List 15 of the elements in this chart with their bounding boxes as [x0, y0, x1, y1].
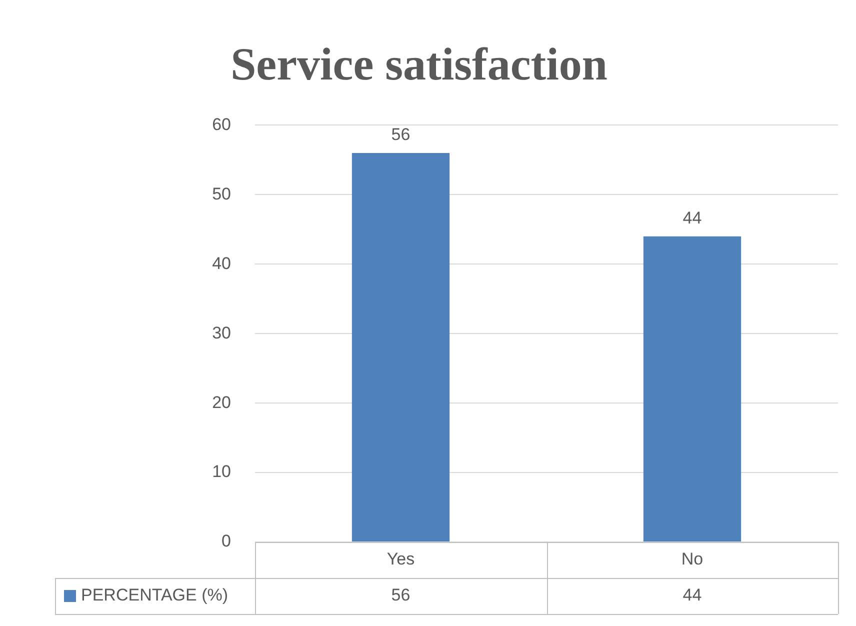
y-tick-label: 10: [212, 462, 231, 482]
x-tick-label: No: [681, 550, 704, 569]
text: 56: [391, 586, 410, 605]
text: 44: [682, 586, 702, 605]
y-tick-label: 30: [212, 323, 231, 342]
x-tick-label: Yes: [386, 550, 415, 569]
chart-title: Service satisfaction: [230, 38, 608, 90]
y-tick-label: 50: [212, 184, 231, 204]
legend-label: PERCENTAGE (%): [81, 586, 228, 605]
data-label: 56: [391, 125, 410, 144]
y-tick-label: 60: [212, 114, 231, 134]
y-tick-label: 0: [222, 532, 231, 551]
data-label: 44: [682, 208, 702, 228]
y-tick-label: 20: [212, 392, 231, 412]
y-tick-label: 40: [212, 254, 231, 273]
